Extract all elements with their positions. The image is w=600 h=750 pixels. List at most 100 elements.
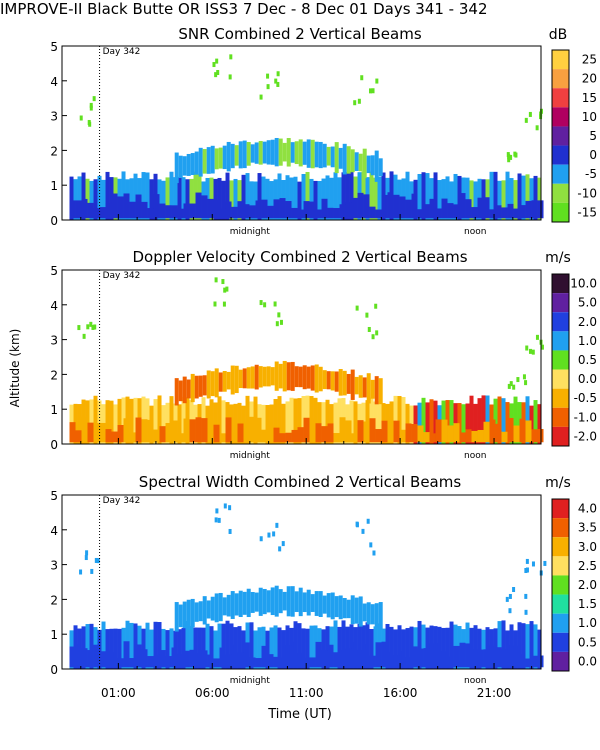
- doppler-cell: [322, 370, 327, 390]
- doppler-cell: [255, 417, 262, 443]
- width-colorbar-label: 0.5: [578, 635, 597, 649]
- width-cell: [453, 645, 460, 668]
- width-colorbar-swatch: [552, 613, 569, 633]
- width-cell: [258, 587, 263, 616]
- doppler-cell: [423, 432, 430, 443]
- x-tick-label: 01:00: [101, 686, 136, 700]
- doppler-cell: [105, 400, 110, 444]
- doppler-cell: [540, 344, 544, 350]
- width-cell: [225, 654, 232, 668]
- snr-cell: [230, 143, 235, 169]
- doppler-cell: [357, 420, 364, 443]
- width-cell: [297, 623, 302, 669]
- width-cell: [277, 627, 282, 669]
- width-cell: [214, 593, 219, 623]
- doppler-cell: [495, 423, 502, 443]
- width-cell: [198, 601, 203, 622]
- doppler-cell: [377, 401, 382, 444]
- snr-cell: [513, 208, 520, 219]
- snr-cell: [514, 152, 518, 158]
- width-cell: [301, 628, 306, 669]
- doppler-cell: [279, 319, 283, 325]
- width-cell: [525, 624, 530, 669]
- width-cell: [294, 591, 299, 612]
- doppler-cell: [513, 425, 520, 443]
- width-cell: [96, 558, 100, 564]
- snr-cell: [531, 200, 538, 219]
- doppler-cell: [113, 404, 118, 444]
- snr-cell: [238, 141, 243, 169]
- snr-cell: [198, 147, 203, 177]
- width-cell: [282, 591, 287, 611]
- snr-cell: [183, 203, 190, 219]
- doppler-cell: [89, 321, 93, 327]
- width-cell: [266, 590, 271, 613]
- doppler-cell: [262, 366, 267, 387]
- snr-cell: [282, 142, 287, 162]
- width-colorbar-swatch: [552, 556, 569, 576]
- width-colorbar-swatch: [552, 575, 569, 595]
- width-cell: [306, 589, 311, 616]
- width-cell: [369, 629, 374, 669]
- snr-cell: [317, 181, 322, 220]
- width-cell: [145, 622, 150, 669]
- doppler-cell: [327, 423, 334, 443]
- snr-cell: [257, 173, 262, 220]
- snr-cell: [387, 192, 394, 219]
- width-cell: [257, 627, 262, 669]
- snr-cell: [339, 204, 346, 219]
- snr-cell: [261, 176, 266, 220]
- snr-cell: [297, 209, 304, 219]
- width-colorbar-label: 1.0: [578, 616, 597, 630]
- width-cell: [159, 650, 166, 668]
- doppler-cell: [485, 395, 490, 444]
- snr-cell: [129, 178, 134, 220]
- doppler-cell: [183, 418, 190, 443]
- width-cell: [217, 623, 222, 669]
- doppler-cell: [141, 419, 148, 443]
- width-cell: [117, 658, 124, 668]
- width-cell: [327, 644, 334, 668]
- doppler-cell: [393, 395, 398, 444]
- width-cell: [238, 590, 243, 618]
- snr-cell: [229, 54, 233, 60]
- doppler-cell: [93, 324, 97, 330]
- width-cell: [171, 647, 178, 668]
- snr-cell: [276, 81, 280, 87]
- width-cell: [477, 628, 482, 669]
- doppler-cell: [273, 427, 280, 443]
- doppler-cell: [186, 379, 191, 399]
- snr-cell: [249, 205, 256, 219]
- snr-cell: [459, 193, 466, 219]
- snr-cell: [360, 75, 364, 81]
- snr-cell: [441, 198, 448, 219]
- snr-cell: [433, 172, 438, 220]
- width-cell: [225, 620, 230, 669]
- width-cell: [485, 627, 490, 669]
- snr-cell: [411, 193, 418, 219]
- snr-cell: [178, 155, 183, 179]
- snr-cell: [273, 199, 280, 219]
- width-cell: [321, 650, 328, 668]
- width-cell: [370, 604, 375, 625]
- width-cell: [254, 592, 259, 612]
- snr-cell: [445, 176, 450, 220]
- width-cell: [243, 642, 250, 668]
- snr-cell: [89, 180, 94, 220]
- doppler-colorbar-swatch: [552, 388, 569, 408]
- snr-cell: [537, 177, 542, 220]
- width-cell: [99, 651, 106, 668]
- snr-cell: [421, 172, 426, 220]
- doppler-cell: [417, 425, 424, 443]
- doppler-cell: [535, 334, 539, 340]
- width-cell: [105, 629, 110, 669]
- width-cell: [123, 641, 130, 668]
- width-colorbar-swatch: [552, 651, 569, 671]
- doppler-cell: [117, 424, 124, 443]
- snr-cell: [333, 208, 340, 219]
- width-cell: [529, 621, 534, 669]
- width-cell: [435, 643, 442, 668]
- snr-cell: [477, 197, 484, 219]
- doppler-cell: [270, 367, 275, 386]
- snr-cell: [147, 208, 154, 219]
